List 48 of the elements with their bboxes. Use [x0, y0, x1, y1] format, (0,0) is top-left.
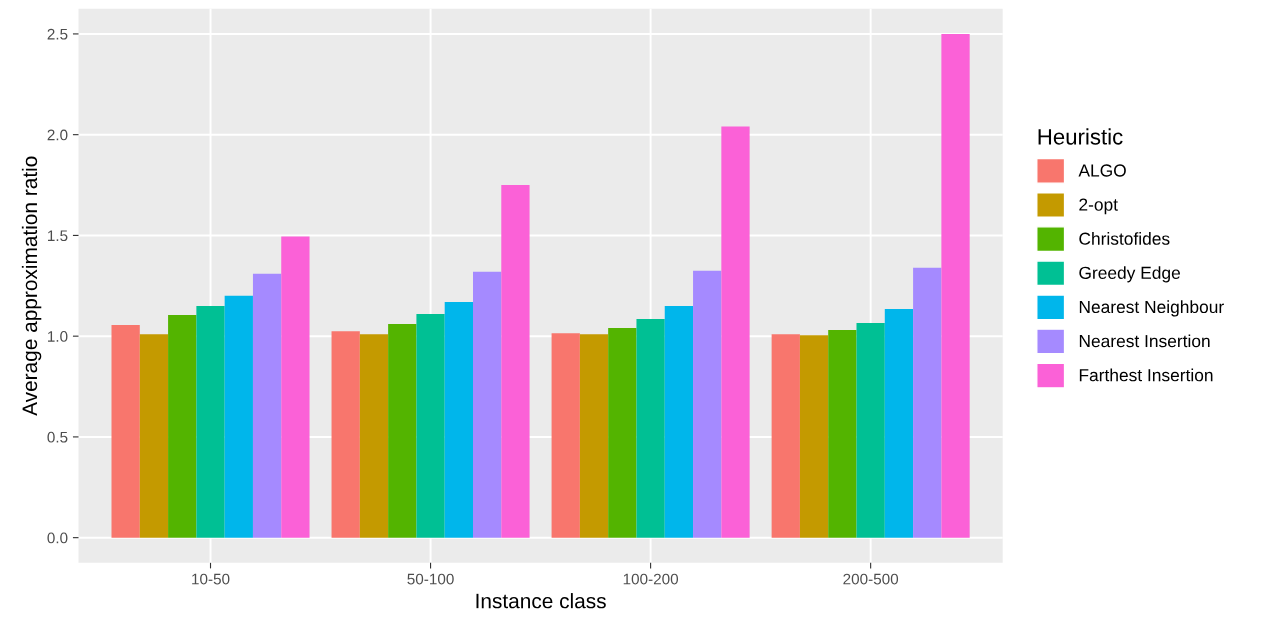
bar: [693, 270, 722, 538]
bar: [168, 315, 197, 538]
bar: [111, 325, 140, 538]
bar: [941, 33, 970, 538]
legend-label: 2-opt: [1079, 198, 1118, 215]
legend-label: ALGO: [1078, 164, 1126, 177]
bar: [856, 323, 885, 538]
x-tick-label: 10-50: [192, 573, 230, 585]
y-tick-label: 0.5: [47, 431, 68, 443]
bar: [664, 305, 694, 538]
bar: [473, 271, 502, 538]
y-tick-label: 2.0: [47, 129, 68, 141]
bar: [281, 236, 310, 538]
bar: [828, 330, 857, 538]
legend-title: Heuristic: [1038, 128, 1123, 145]
legend-label: Nearest Neighbour: [1079, 300, 1224, 317]
x-axis-title: Instance class: [476, 593, 606, 609]
bar: [252, 273, 282, 538]
bar: [636, 319, 665, 538]
bar: [359, 334, 389, 538]
y-tick-label: 1.5: [48, 230, 68, 242]
bar: [579, 334, 609, 538]
bar: [799, 335, 829, 538]
legend-label: Christofides: [1079, 232, 1170, 245]
x-tick-label: 100-200: [623, 573, 679, 585]
y-tick-label: 1.0: [48, 331, 68, 342]
bar: [388, 324, 417, 538]
legend-label: Nearest Insertion: [1079, 334, 1210, 348]
bar: [416, 314, 445, 538]
bar: [444, 301, 473, 538]
bar: [608, 328, 637, 538]
bar: [913, 267, 942, 538]
bar: [721, 126, 750, 538]
y-tick-label: 2.5: [47, 28, 68, 40]
x-tick-label: 200-500: [843, 573, 899, 585]
bar: [771, 334, 800, 538]
x-tick-label: 50-100: [407, 573, 454, 585]
y-axis-title: Average approximation ratio: [21, 156, 42, 416]
bar: [331, 331, 360, 538]
bar: [551, 333, 580, 538]
bar: [501, 185, 530, 538]
bar: [139, 334, 169, 538]
legend-label: Farthest Insertion: [1079, 368, 1213, 382]
bar: [884, 308, 914, 538]
y-tick-label: 0.0: [47, 532, 68, 544]
bar: [196, 305, 225, 538]
bar: [224, 295, 253, 538]
legend-label: Greedy Edge: [1079, 266, 1180, 283]
